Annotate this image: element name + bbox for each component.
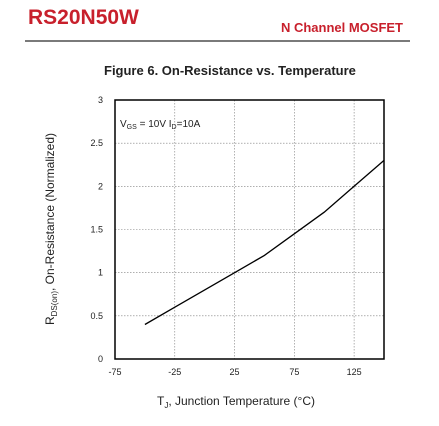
x-tick-label: 25 — [230, 367, 240, 377]
x-tick-label: -25 — [168, 367, 181, 377]
y-axis-title: RDS(on), On-Resistance (Normalized) — [43, 133, 59, 325]
series-line — [144, 159, 385, 326]
x-tick-label: 125 — [347, 367, 362, 377]
x-tick-label: 75 — [289, 367, 299, 377]
part-number: RS20N50W — [28, 6, 139, 29]
x-tick-labels: -75 -25 25 75 125 — [108, 367, 361, 377]
part-type-label: N Channel MOSFET — [280, 20, 403, 35]
y-tick-label: 0 — [98, 354, 103, 364]
y-tick-label: 2 — [98, 181, 103, 191]
series-points — [145, 160, 384, 324]
chart-title: Figure 6. On-Resistance vs. Temperature — [104, 63, 356, 78]
condition-annotation: VGS = 10V ID=10A — [120, 119, 201, 131]
y-tick-label: 1 — [98, 268, 103, 278]
chart-grid — [114, 99, 384, 360]
y-tick-label: 3 — [98, 95, 103, 105]
plot-area-frame — [114, 99, 385, 360]
x-axis-title: TJ, Junction Temperature (°C) — [157, 394, 315, 410]
y-tick-label: 1.5 — [90, 225, 103, 235]
header-divider — [25, 40, 410, 42]
y-tick-label: 0.5 — [90, 311, 103, 321]
x-tick-label: -75 — [108, 367, 121, 377]
y-tick-labels: 0 0.5 1 1.5 2 2.5 3 — [90, 95, 103, 364]
y-tick-label: 2.5 — [90, 138, 103, 148]
